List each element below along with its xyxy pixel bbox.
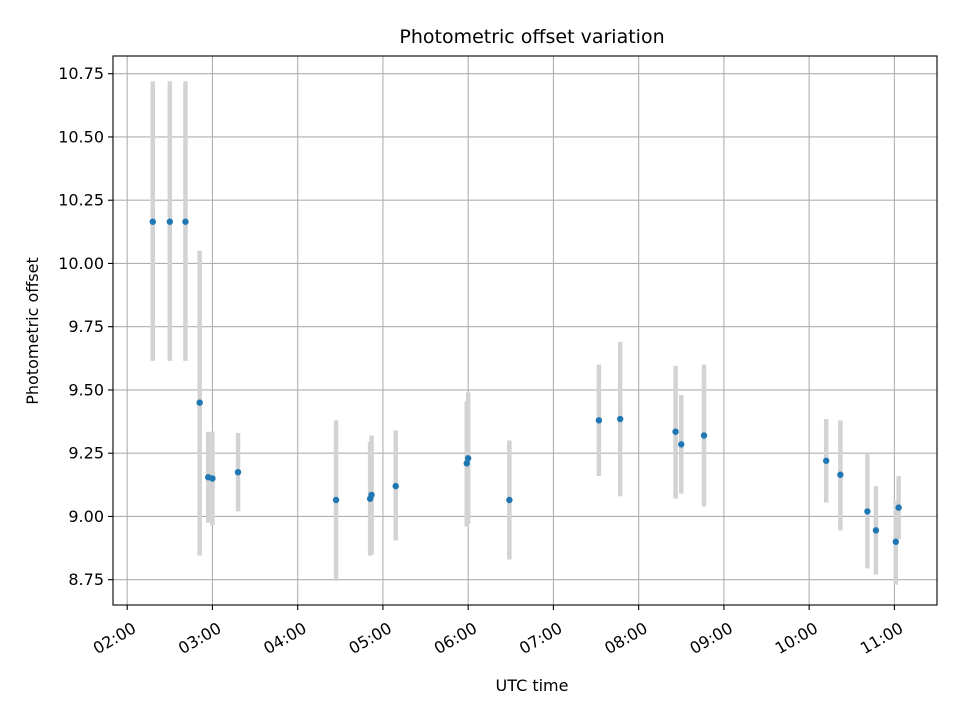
y-tick-label: 9.50 — [68, 380, 104, 399]
data-point — [166, 218, 174, 225]
data-point — [595, 417, 603, 424]
data-point — [872, 527, 880, 534]
data-point — [672, 428, 679, 435]
data-point — [209, 475, 216, 482]
y-tick-label: 9.75 — [68, 317, 104, 336]
data-point — [332, 496, 340, 504]
plot-area-frame — [112, 55, 938, 606]
chart-title: Photometric offset variation — [399, 26, 664, 48]
data-point — [895, 504, 902, 511]
data-point — [506, 496, 513, 504]
y-tick-label: 9.25 — [68, 444, 104, 463]
data-point — [616, 415, 624, 423]
data-points — [149, 218, 902, 545]
data-point — [864, 508, 871, 515]
y-tick-label: 10.00 — [58, 254, 104, 273]
data-point — [837, 471, 844, 478]
y-tick-label: 8.75 — [68, 570, 104, 589]
data-point — [392, 482, 399, 490]
data-point — [182, 218, 189, 225]
y-tick-label: 10.75 — [58, 64, 104, 83]
data-point — [678, 441, 685, 448]
x-axis-title: UTC time — [496, 676, 569, 695]
grid — [113, 56, 937, 605]
y-tick-label: 10.50 — [58, 127, 104, 146]
data-point — [196, 399, 203, 406]
data-point — [700, 432, 708, 439]
data-point — [149, 218, 156, 225]
data-point — [368, 491, 375, 499]
y-axis-title: Photometric offset — [23, 257, 42, 405]
data-point — [892, 538, 899, 545]
data-point — [822, 457, 830, 464]
data-point — [463, 460, 470, 467]
data-point — [234, 468, 242, 476]
data-point — [464, 455, 472, 462]
y-tick-label: 9.00 — [68, 507, 104, 526]
y-tick-label: 10.25 — [58, 191, 104, 210]
